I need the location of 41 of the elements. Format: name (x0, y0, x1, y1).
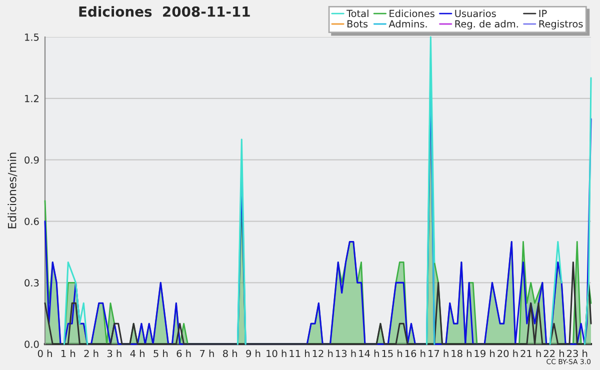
x-tick-label: 22 h (544, 350, 564, 358)
y-tick-label: 0.6 (24, 218, 39, 226)
legend-label: IP (539, 10, 547, 18)
y-tick-label: 0.3 (24, 279, 39, 287)
y-tick-label: 0.0 (24, 340, 39, 348)
x-tick-label: 19 h (474, 350, 495, 358)
x-tick-label: 21 h (520, 350, 541, 358)
x-tick-label: 16 h (405, 350, 426, 358)
line-series (44, 261, 592, 345)
x-tick-label: 4 h (130, 350, 144, 358)
legend-label: Total (346, 10, 368, 18)
x-tick-label: 18 h (452, 350, 472, 358)
x-tick-label: 13 h (336, 350, 356, 358)
legend-label: Registros (539, 20, 583, 30)
x-tick-label: 14 h (359, 350, 379, 358)
x-tick-label: 7 h (200, 350, 214, 358)
x-tick-label: 11 h (290, 350, 310, 358)
x-tick-label: 6 h (176, 350, 191, 358)
legend-label: Admins. (388, 20, 427, 28)
x-tick-label: 3 h (107, 350, 122, 358)
legend-label: Reg. de adm. (455, 20, 518, 30)
x-tick-label: 9 h (246, 350, 260, 358)
x-tick-label: 20 h (498, 350, 518, 358)
x-tick-label: 17 h (428, 350, 448, 358)
legend-label: Usuarios (455, 10, 496, 18)
x-tick-label: 2 h (84, 350, 98, 358)
y-tick-label: 1.5 (25, 34, 39, 41)
y-axis-title: Ediciones/min (8, 152, 18, 228)
legend-label: Ediciones (390, 10, 434, 18)
x-tick-label: 5 h (154, 350, 168, 358)
chart-title: Ediciones 2008-11-11 (79, 6, 250, 17)
x-tick-label: 0 h (38, 350, 52, 358)
x-tick-label: 23 h (567, 350, 588, 358)
y-tick-label: 0.9 (24, 156, 39, 164)
x-tick-label: 8 h (223, 350, 237, 358)
y-tick-label: 1.2 (25, 94, 38, 102)
x-tick-label: 15 h (382, 350, 402, 358)
x-tick-label: 12 h (312, 350, 333, 358)
x-tick-label: 1 h (61, 350, 76, 358)
legend-label: Bots (347, 20, 368, 28)
x-tick-label: 10 h (266, 350, 286, 358)
